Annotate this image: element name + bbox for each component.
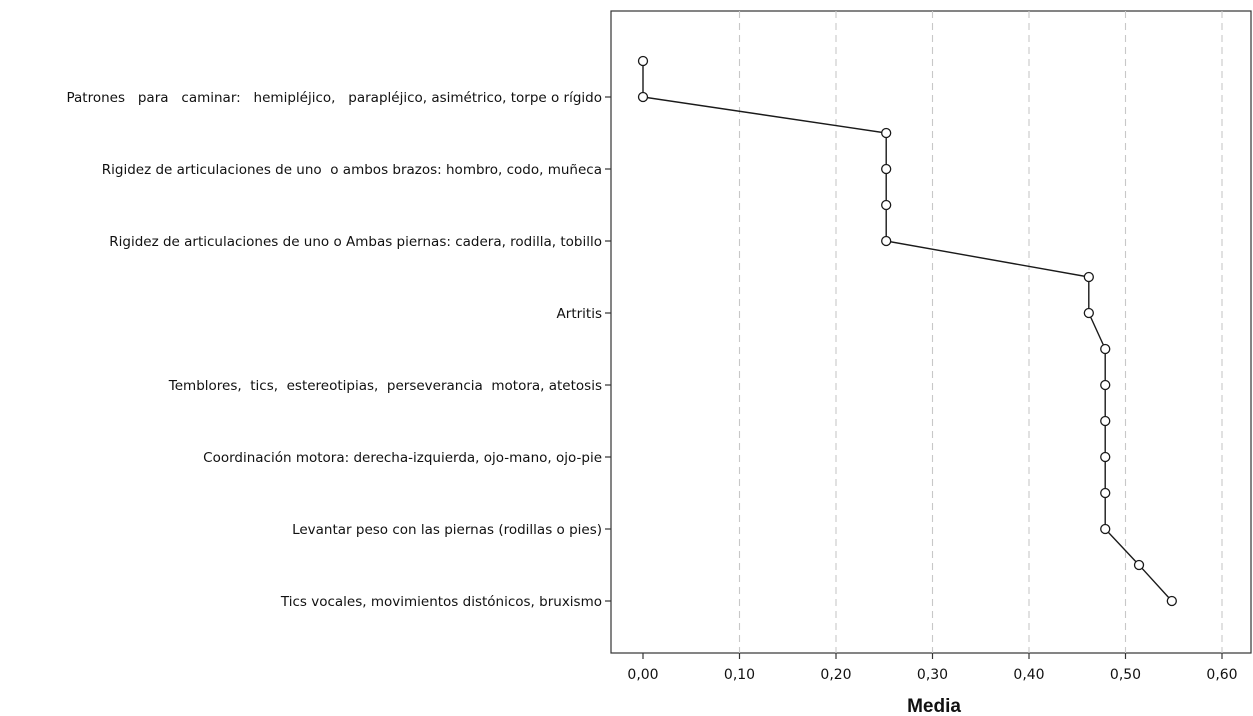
- data-point: [1100, 451, 1111, 463]
- y-category-label: Rigidez de articulaciones de uno o Ambas…: [109, 234, 602, 250]
- y-category-label: Artritis: [557, 306, 602, 322]
- y-category-label: Patrones para caminar: hemipléjico, para…: [66, 90, 602, 106]
- data-point: [881, 199, 892, 211]
- plot-frame: [610, 10, 1252, 654]
- data-point: [1100, 487, 1111, 499]
- data-points: [637, 55, 1177, 607]
- x-tick-label: 0,00: [627, 667, 658, 683]
- data-point: [1083, 271, 1094, 283]
- data-point: [1100, 343, 1111, 355]
- data-point: [1100, 415, 1111, 427]
- data-point: [1100, 523, 1111, 535]
- data-point: [1100, 379, 1111, 391]
- data-point: [637, 91, 649, 103]
- y-axis-category-labels: Patrones para caminar: hemipléjico, para…: [66, 90, 602, 610]
- y-axis-ticks: [605, 96, 611, 602]
- y-category-label: Tics vocales, movimientos distónicos, br…: [280, 594, 602, 610]
- y-category-label: Temblores, tics, estereotipias, persever…: [168, 378, 602, 394]
- data-point: [881, 127, 892, 139]
- series-line: [642, 61, 1173, 602]
- y-category-label: Levantar peso con las piernas (rodillas …: [292, 522, 602, 538]
- x-tick-label: 0,30: [917, 667, 948, 683]
- data-point: [1133, 559, 1145, 571]
- data-point: [637, 55, 649, 67]
- y-category-label: Rigidez de articulaciones de uno o ambos…: [102, 162, 602, 178]
- x-tick-label: 0,10: [724, 667, 755, 683]
- data-point: [881, 163, 892, 175]
- x-axis-title: Media: [907, 696, 961, 716]
- x-tick-label: 0,50: [1110, 667, 1141, 683]
- data-point: [881, 235, 892, 247]
- x-tick-label: 0,60: [1206, 667, 1237, 683]
- data-point: [1083, 307, 1094, 319]
- y-category-label: Coordinación motora: derecha-izquierda, …: [203, 450, 602, 466]
- x-tick-label: 0,20: [820, 667, 851, 683]
- x-tick-label: 0,40: [1013, 667, 1044, 683]
- x-axis-ticks: 0,00 0,10 0,20 0,30 0,40 0,50 0,60: [627, 653, 1238, 683]
- data-point: [1166, 595, 1177, 607]
